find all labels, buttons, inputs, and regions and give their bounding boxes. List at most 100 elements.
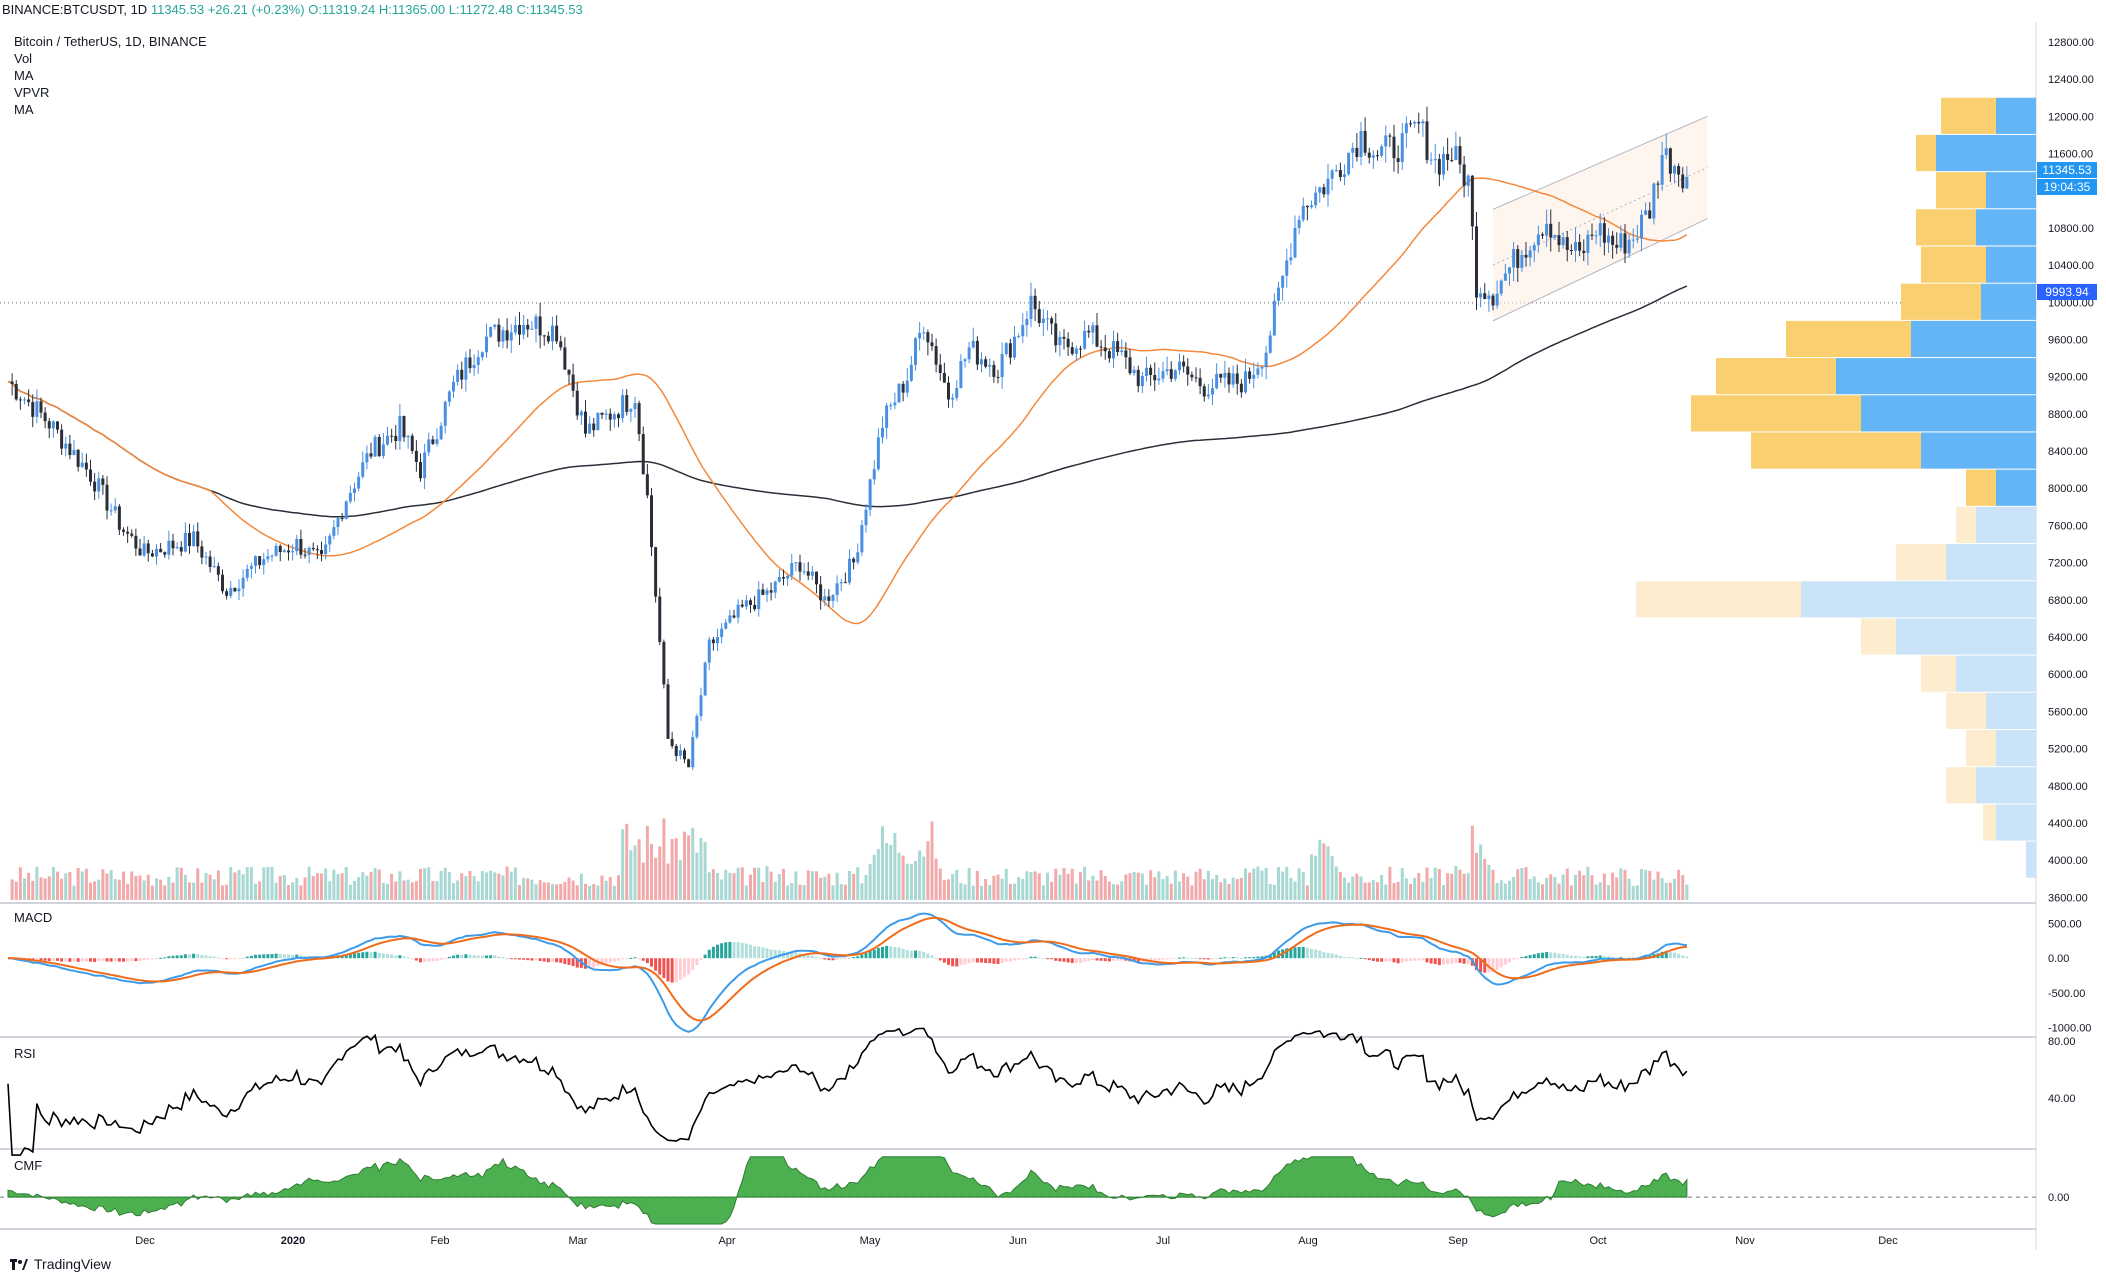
candle-body [1054, 323, 1058, 346]
macd-histogram-bar [1677, 953, 1681, 959]
volume-bar [208, 874, 212, 900]
candle-body [1149, 367, 1153, 376]
macd-histogram-bar [918, 950, 922, 959]
macd-histogram-bar [843, 958, 847, 960]
candle-body [1495, 293, 1499, 306]
volume-bar [678, 860, 682, 900]
volume-bar [80, 871, 84, 900]
candle-body [1165, 369, 1169, 372]
volume-bar [918, 850, 922, 900]
candle-body [1363, 130, 1367, 153]
rsi-pane-label[interactable]: RSI [14, 1046, 36, 1061]
volume-bar [1079, 872, 1082, 900]
candle-body [196, 531, 200, 547]
volume-bar [1285, 866, 1289, 900]
candle-body [101, 478, 105, 485]
macd-histogram-bar [233, 958, 237, 960]
macd-histogram-bar [951, 958, 955, 967]
candle-body [1409, 123, 1412, 125]
macd-histogram-bar [1491, 958, 1495, 972]
candle-body [749, 600, 752, 605]
candle-body [893, 402, 897, 406]
legend-ma[interactable]: MA [14, 68, 34, 83]
macd-histogram-bar [534, 958, 538, 961]
macd-histogram-bar [225, 958, 229, 960]
volume-bar [109, 869, 113, 900]
macd-histogram-bar [1578, 956, 1582, 959]
volume-bar [1503, 883, 1507, 900]
volume-bar [1623, 869, 1627, 900]
macd-pane-label[interactable]: MACD [14, 910, 53, 925]
volume-bar [47, 876, 51, 900]
macd-histogram-bar [542, 958, 546, 962]
volume-bar [926, 841, 930, 900]
volume-bar [1586, 866, 1590, 900]
last-price-tag: 11345.53 [2037, 162, 2097, 178]
volume-bar [452, 883, 455, 900]
candle-body [1248, 371, 1252, 379]
candle-body [1541, 234, 1544, 236]
macd-histogram-bar [1351, 957, 1355, 959]
candle-body [1635, 238, 1639, 240]
candle-body [1025, 318, 1029, 326]
macd-histogram-bar [794, 952, 798, 959]
candle-body [1334, 170, 1338, 172]
macd-histogram-bar [992, 958, 996, 964]
legend-volume[interactable]: Vol [14, 51, 33, 66]
macd-histogram-bar [864, 953, 868, 959]
volume-bar [1594, 884, 1598, 900]
candle-body [703, 662, 707, 696]
macd-histogram-bar [208, 956, 212, 959]
macd-histogram-bar [518, 958, 521, 960]
cmf-pane-label[interactable]: CMF [14, 1158, 43, 1173]
macd-histogram-bar [1277, 950, 1280, 959]
vp-row-down [1956, 506, 1976, 544]
volume-bar [1429, 877, 1433, 900]
macd-histogram-bar [1330, 953, 1334, 959]
volume-bar [1561, 874, 1565, 900]
volume-bar [212, 879, 216, 900]
candle-body [860, 525, 864, 553]
legend-vpvr[interactable]: VPVR [14, 85, 50, 100]
vp-row-up [1976, 506, 2036, 544]
candle-body [1545, 223, 1549, 236]
macd-histogram-bar [1091, 958, 1095, 961]
volume-bar [150, 885, 154, 900]
volume-bar [876, 848, 880, 900]
macd-histogram-bar [402, 956, 406, 959]
macd-histogram-bar [1116, 958, 1120, 961]
macd-histogram-bar [720, 943, 724, 959]
footer-brand[interactable]: TradingView [10, 1256, 111, 1272]
volume-bar [266, 867, 270, 900]
volume-bar [984, 878, 988, 900]
candle-body [1355, 147, 1359, 157]
volume-bar [1590, 875, 1594, 900]
macd-histogram-bar [1041, 958, 1045, 960]
macd-histogram-bar [1066, 958, 1070, 963]
candle-body [1376, 155, 1379, 157]
volume-bar [988, 885, 992, 900]
volume-bar [736, 867, 740, 900]
legend-ma-2[interactable]: MA [14, 102, 34, 117]
candle-body [1087, 330, 1091, 333]
legend-series-title[interactable]: Bitcoin / TetherUS, 1D, BINANCE [14, 34, 207, 49]
macd-histogram-bar [736, 942, 740, 959]
volume-bar [975, 870, 979, 900]
candle-body [1664, 148, 1668, 156]
macd-histogram-bar [546, 958, 550, 963]
volume-bar [699, 838, 703, 900]
symbol-label[interactable]: BINANCE:BTCUSDT, 1D [2, 2, 148, 17]
macd-histogram-bar [1136, 958, 1140, 963]
macd-histogram-bar [881, 946, 884, 959]
macd-histogram-bar [893, 947, 897, 959]
candle-body [1244, 371, 1247, 393]
macd-histogram-bar [460, 954, 464, 959]
candle-body [39, 401, 43, 413]
macd-histogram-bar [109, 958, 113, 962]
volume-bar [414, 881, 418, 900]
volume-bar [369, 871, 373, 900]
volume-bar [439, 870, 443, 900]
vp-row-down [1896, 544, 1946, 581]
volume-bar [505, 866, 509, 900]
